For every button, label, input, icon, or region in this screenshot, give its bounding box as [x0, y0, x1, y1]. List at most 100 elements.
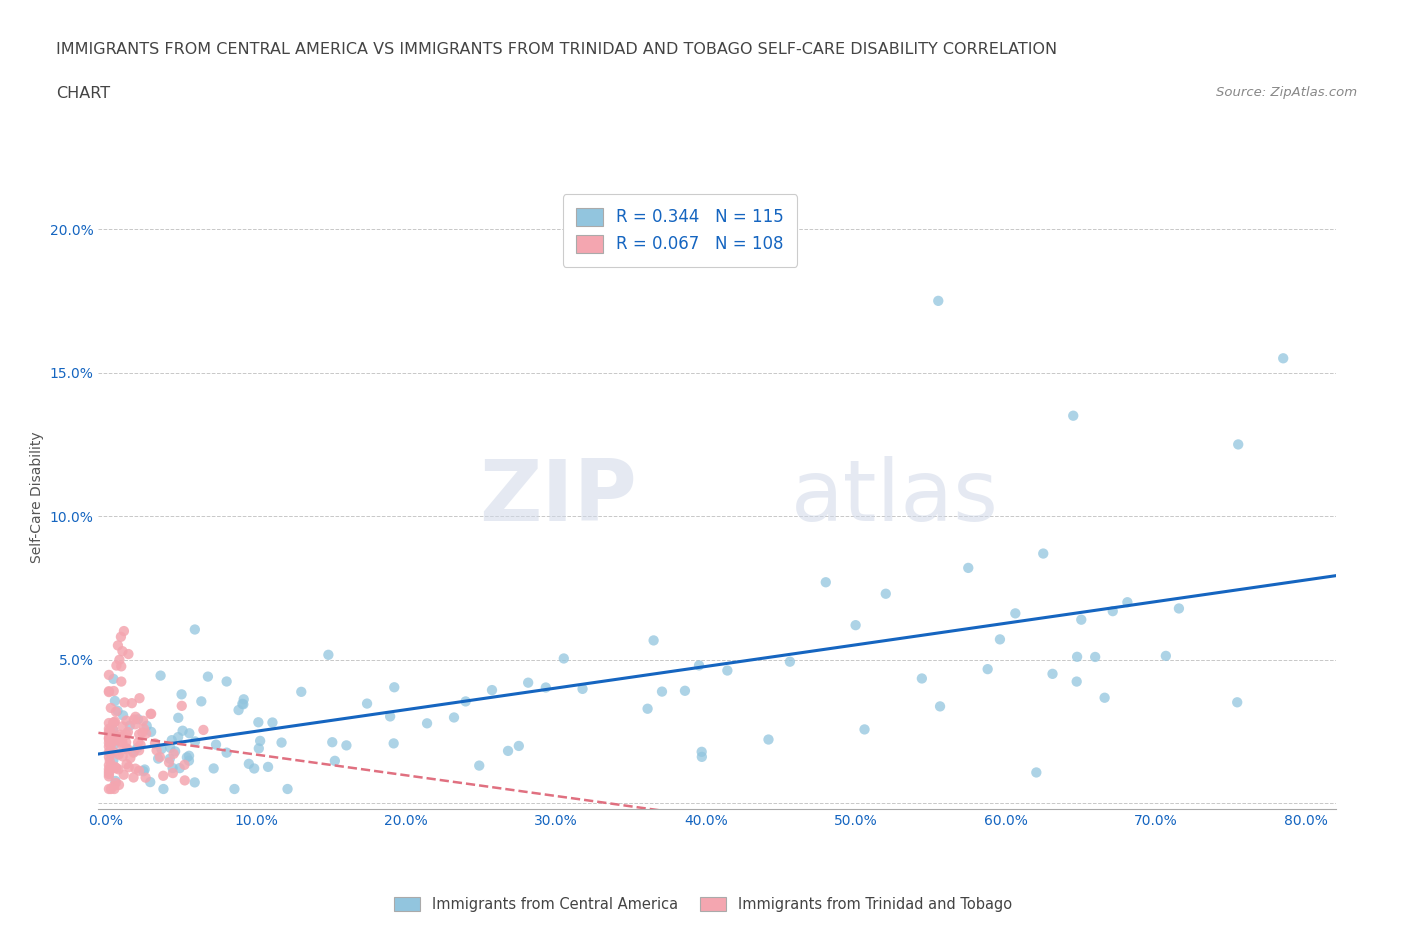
Legend: R = 0.344   N = 115, R = 0.067   N = 108: R = 0.344 N = 115, R = 0.067 N = 108 [562, 194, 797, 267]
Point [231, 697, 253, 711]
Point [190, 694, 212, 709]
Point [1025, 765, 1047, 780]
Point [382, 736, 405, 751]
Text: IMMIGRANTS FROM CENTRAL AMERICA VS IMMIGRANTS FROM TRINIDAD AND TOBAGO SELF-CARE: IMMIGRANTS FROM CENTRAL AMERICA VS IMMIG… [56, 42, 1057, 57]
Point [107, 638, 129, 653]
Point [277, 781, 299, 796]
Point [108, 777, 131, 792]
Point [1101, 604, 1123, 618]
Point [97, 684, 120, 699]
Point [243, 761, 266, 776]
Point [100, 737, 122, 752]
Point [150, 742, 173, 757]
Point [534, 680, 557, 695]
Point [468, 758, 491, 773]
Point [97, 684, 120, 698]
Point [103, 671, 125, 686]
Point [121, 696, 143, 711]
Point [135, 718, 157, 733]
Point [247, 715, 270, 730]
Point [1066, 674, 1088, 689]
Point [115, 735, 138, 750]
Point [128, 743, 150, 758]
Point [152, 768, 174, 783]
Point [98, 726, 121, 741]
Point [101, 715, 124, 730]
Point [97, 715, 120, 730]
Point [167, 730, 190, 745]
Point [159, 740, 181, 755]
Point [111, 644, 134, 658]
Point [118, 718, 141, 733]
Point [127, 735, 149, 750]
Point [135, 770, 157, 785]
Point [117, 724, 139, 739]
Point [321, 735, 343, 750]
Point [157, 755, 180, 770]
Point [111, 737, 134, 752]
Point [335, 737, 357, 752]
Point [97, 762, 120, 777]
Point [197, 670, 219, 684]
Point [1227, 437, 1250, 452]
Point [957, 561, 980, 576]
Point [637, 701, 659, 716]
Point [110, 659, 132, 674]
Point [103, 761, 125, 776]
Point [929, 699, 952, 714]
Point [100, 745, 122, 760]
Point [270, 735, 292, 750]
Point [1004, 606, 1026, 621]
Point [97, 769, 120, 784]
Point [159, 751, 181, 766]
Point [481, 683, 503, 698]
Point [104, 714, 127, 729]
Point [238, 756, 260, 771]
Point [318, 647, 340, 662]
Point [215, 745, 238, 760]
Point [183, 775, 205, 790]
Point [134, 762, 156, 777]
Point [162, 761, 184, 776]
Point [122, 745, 145, 760]
Point [224, 781, 246, 796]
Point [103, 745, 125, 760]
Point [323, 753, 346, 768]
Point [508, 738, 530, 753]
Point [97, 722, 120, 737]
Point [176, 750, 198, 764]
Point [690, 744, 713, 759]
Point [132, 713, 155, 728]
Point [110, 630, 132, 644]
Point [988, 632, 1011, 647]
Point [105, 733, 128, 748]
Point [104, 704, 127, 719]
Point [112, 624, 135, 639]
Point [115, 757, 138, 772]
Point [112, 728, 135, 743]
Point [104, 732, 127, 747]
Point [124, 710, 146, 724]
Point [1154, 648, 1177, 663]
Point [232, 697, 254, 711]
Point [149, 668, 172, 683]
Point [103, 737, 125, 751]
Point [127, 711, 149, 726]
Point [814, 575, 837, 590]
Point [97, 766, 120, 781]
Point [115, 727, 138, 742]
Point [103, 778, 125, 793]
Point [139, 707, 162, 722]
Point [165, 744, 187, 759]
Point [145, 743, 167, 758]
Text: CHART: CHART [56, 86, 110, 100]
Point [98, 729, 121, 744]
Point [139, 775, 162, 790]
Point [184, 734, 207, 749]
Point [97, 668, 120, 683]
Point [100, 759, 122, 774]
Point [875, 586, 897, 601]
Point [416, 716, 439, 731]
Point [1032, 546, 1054, 561]
Point [779, 655, 801, 670]
